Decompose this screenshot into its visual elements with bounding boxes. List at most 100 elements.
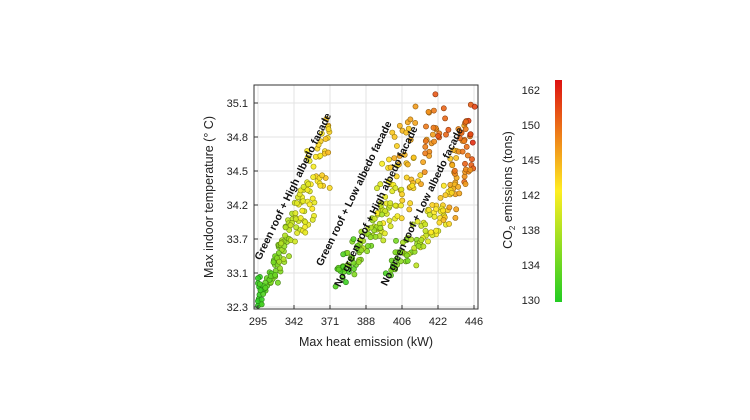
- data-point: [396, 122, 403, 129]
- data-point: [398, 186, 405, 193]
- data-point: [414, 218, 421, 225]
- data-point: [393, 173, 400, 180]
- data-point: [456, 190, 463, 197]
- data-point: [294, 230, 300, 236]
- data-point: [302, 229, 309, 236]
- data-point: [452, 214, 459, 221]
- data-point: [412, 120, 419, 126]
- data-point: [431, 138, 437, 145]
- data-point: [374, 185, 380, 192]
- data-point: [436, 219, 443, 226]
- data-point: [386, 156, 392, 163]
- data-point: [447, 155, 454, 162]
- data-point: [387, 164, 394, 171]
- data-point: [310, 163, 317, 170]
- data-point: [325, 149, 332, 156]
- data-point: [453, 155, 459, 161]
- data-point: [332, 283, 339, 290]
- data-point: [405, 125, 412, 132]
- data-point: [392, 202, 399, 209]
- data-point: [379, 160, 385, 167]
- data-point: [287, 222, 294, 229]
- data-point: [403, 129, 410, 136]
- colorbar-label: CO2 emissions (tons): [501, 131, 517, 249]
- data-point: [355, 259, 362, 265]
- colorbar-tick-label: 134: [522, 260, 540, 272]
- data-point: [322, 136, 329, 142]
- data-point: [443, 131, 449, 138]
- data-point: [442, 192, 449, 198]
- data-point: [421, 169, 428, 175]
- data-point: [256, 281, 263, 287]
- data-point: [309, 205, 316, 212]
- data-point: [433, 227, 440, 234]
- data-point: [358, 247, 365, 254]
- data-point: [258, 301, 265, 308]
- data-point: [381, 230, 388, 237]
- data-point: [422, 221, 429, 228]
- data-point: [423, 123, 429, 130]
- colorbar-label-rest: emissions (tons): [501, 131, 515, 225]
- data-point: [417, 172, 424, 179]
- data-point: [435, 133, 441, 139]
- data-point: [409, 221, 416, 228]
- data-point: [293, 224, 300, 231]
- x-tick-label: 388: [357, 316, 375, 328]
- y-tick-label: 34.2: [227, 200, 248, 212]
- data-point: [348, 254, 355, 261]
- data-point: [304, 186, 311, 193]
- data-point: [371, 215, 378, 222]
- data-point: [274, 279, 281, 286]
- colorbar-gradient: [555, 80, 562, 302]
- data-point: [399, 191, 405, 198]
- data-point: [403, 252, 410, 259]
- data-point: [368, 224, 374, 231]
- colorbar-tick-label: 142: [522, 190, 540, 202]
- colorbar-tick-label: 138: [522, 225, 540, 237]
- data-point: [309, 216, 316, 223]
- data-point: [422, 138, 429, 144]
- data-point: [453, 206, 460, 213]
- data-point: [391, 133, 398, 140]
- data-point: [335, 266, 342, 273]
- data-point: [339, 274, 346, 281]
- data-point: [286, 253, 292, 260]
- colorbar-tick-label: 130: [522, 295, 540, 307]
- data-point: [394, 162, 401, 169]
- data-point: [385, 178, 392, 185]
- data-point: [413, 262, 420, 269]
- data-point: [404, 257, 411, 264]
- data-point: [342, 279, 349, 286]
- data-point: [326, 184, 333, 191]
- y-axis-ticks: 32.3 33.1 33.7 34.2 34.5 34.8 35.1: [227, 98, 258, 314]
- data-point: [300, 183, 307, 190]
- data-point: [393, 237, 399, 244]
- data-point: [448, 189, 455, 196]
- data-point: [378, 211, 385, 218]
- data-point: [292, 238, 298, 245]
- data-point: [276, 258, 283, 265]
- data-point: [407, 200, 413, 207]
- data-point: [412, 103, 419, 110]
- colorbar-tick-label: 150: [522, 120, 540, 132]
- data-point: [446, 220, 452, 227]
- x-axis-label: Max heat emission (kW): [299, 335, 433, 349]
- data-point: [458, 129, 465, 136]
- data-point: [446, 204, 453, 211]
- data-point: [318, 130, 325, 137]
- data-point: [350, 236, 357, 242]
- colorbar-tick-label: 145: [522, 155, 540, 167]
- data-point: [428, 229, 434, 236]
- data-point: [440, 207, 446, 214]
- data-point: [450, 147, 457, 153]
- data-point: [408, 236, 415, 243]
- y-tick-label: 33.7: [227, 234, 248, 246]
- data-point: [432, 91, 439, 98]
- data-point: [467, 166, 474, 173]
- data-point: [455, 126, 462, 132]
- data-point: [391, 155, 398, 161]
- data-point: [467, 131, 474, 138]
- data-point: [382, 270, 389, 277]
- data-point: [462, 160, 468, 167]
